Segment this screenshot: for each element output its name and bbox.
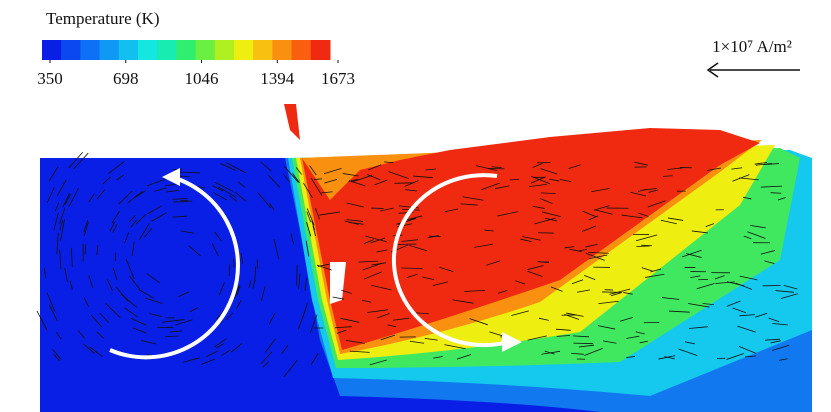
colorbar-band bbox=[42, 40, 62, 60]
colorbar-band bbox=[253, 40, 273, 60]
colorbar-band bbox=[292, 40, 312, 60]
colorbar-band bbox=[157, 40, 177, 60]
colorbar: 350 698 1046 1394 1673 bbox=[37, 40, 355, 88]
vapor-plume bbox=[284, 104, 300, 140]
reference-vector-label: 1×10⁷ A/m² bbox=[712, 37, 792, 56]
colorbar-tick-label: 1673 bbox=[321, 69, 355, 88]
colorbar-tick-label: 1046 bbox=[185, 69, 219, 88]
velocity-vector bbox=[641, 245, 652, 246]
temperature-field bbox=[37, 104, 812, 412]
velocity-vector bbox=[395, 244, 416, 245]
colorbar-band bbox=[61, 40, 81, 60]
velocity-vector bbox=[314, 179, 322, 180]
colorbar-band bbox=[215, 40, 235, 60]
colorbar-tick-label: 698 bbox=[113, 69, 139, 88]
figure: Temperature (K) 350 698 1046 1394 1673 1×10⁷… bbox=[0, 0, 831, 412]
colorbar-band bbox=[138, 40, 158, 60]
velocity-vector bbox=[233, 259, 234, 268]
velocity-vector bbox=[179, 176, 189, 177]
colorbar-title: Temperature (K) bbox=[46, 9, 160, 28]
colorbar-band bbox=[100, 40, 120, 60]
colorbar-band bbox=[196, 40, 216, 60]
velocity-vector bbox=[229, 264, 230, 276]
colorbar-band bbox=[176, 40, 196, 60]
colorbar-band bbox=[272, 40, 292, 60]
velocity-vector bbox=[636, 246, 649, 247]
colorbar-tick-label: 350 bbox=[37, 69, 63, 88]
colorbar-band bbox=[234, 40, 254, 60]
colorbar-band bbox=[80, 40, 100, 60]
colorbar-band bbox=[311, 40, 331, 60]
colorbar-band bbox=[119, 40, 139, 60]
colorbar-tick-label: 1394 bbox=[260, 69, 295, 88]
